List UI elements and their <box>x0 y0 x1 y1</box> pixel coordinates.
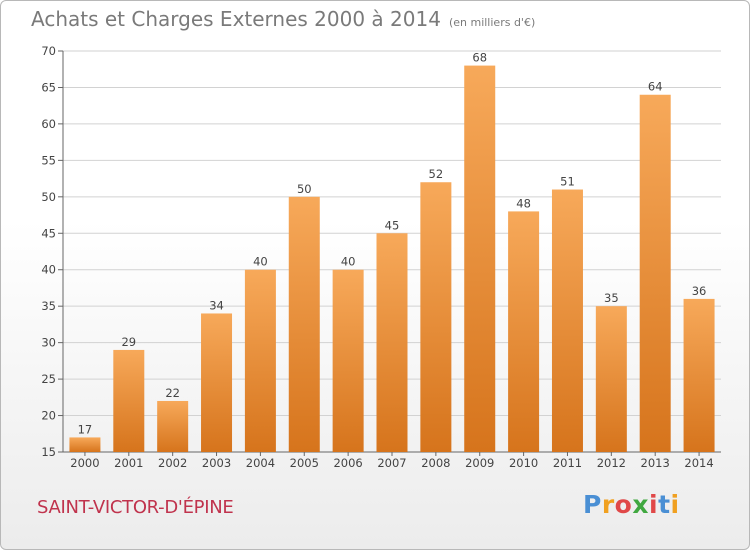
y-tick-label: 15 <box>41 445 56 459</box>
value-label-2014: 36 <box>692 284 707 298</box>
bar-2011 <box>551 189 583 452</box>
value-label-2002: 22 <box>165 386 180 400</box>
commune-name: SAINT-VICTOR-D'ÉPINE <box>37 497 234 518</box>
chart-title-block: Achats et Charges Externes 2000 à 2014 (e… <box>31 7 535 31</box>
x-tick-label-2005: 2005 <box>290 456 319 470</box>
y-tick-label: 30 <box>41 336 56 350</box>
value-label-2003: 34 <box>209 298 224 312</box>
value-label-2013: 64 <box>648 80 663 94</box>
bar-2014 <box>683 298 715 452</box>
value-label-2010: 48 <box>516 196 531 210</box>
logo-letter: r <box>601 490 615 519</box>
bar-2010 <box>508 211 540 452</box>
bar-2002 <box>157 400 189 452</box>
y-tick-label: 60 <box>41 117 56 131</box>
x-tick-label-2008: 2008 <box>421 456 450 470</box>
logo-letter: x <box>632 490 649 519</box>
bar-2006 <box>332 269 364 452</box>
bar-2004 <box>244 269 276 452</box>
y-tick-label: 55 <box>41 153 56 167</box>
y-tick-label: 20 <box>41 409 56 423</box>
value-label-2005: 50 <box>297 182 312 196</box>
bar-2001 <box>113 349 145 452</box>
value-label-2008: 52 <box>429 167 444 181</box>
value-label-2011: 51 <box>560 175 575 189</box>
y-tick-label: 50 <box>41 190 56 204</box>
bar-2012 <box>595 306 627 452</box>
x-tick-label-2006: 2006 <box>333 456 362 470</box>
y-tick-label: 70 <box>41 44 56 58</box>
logo-letter: i <box>670 490 680 519</box>
x-tick-label-2011: 2011 <box>553 456 582 470</box>
value-label-2006: 40 <box>341 255 356 269</box>
logo-letter: o <box>614 490 633 519</box>
y-tick-label: 35 <box>41 299 56 313</box>
x-tick-label-2014: 2014 <box>684 456 713 470</box>
value-label-2000: 17 <box>78 422 93 436</box>
logo-letter: t <box>658 490 671 519</box>
chart-title: Achats et Charges Externes 2000 à 2014 <box>31 7 441 31</box>
logo-letter: i <box>649 490 659 519</box>
x-tick-label-2004: 2004 <box>246 456 275 470</box>
value-label-2004: 40 <box>253 255 268 269</box>
value-label-2007: 45 <box>385 218 400 232</box>
x-tick-label-2003: 2003 <box>202 456 231 470</box>
x-tick-label-2009: 2009 <box>465 456 494 470</box>
x-tick-label-2001: 2001 <box>114 456 143 470</box>
bar-2009 <box>464 65 496 452</box>
x-tick-label-2007: 2007 <box>377 456 406 470</box>
x-tick-label-2013: 2013 <box>641 456 670 470</box>
value-label-2012: 35 <box>604 291 619 305</box>
y-tick-label: 65 <box>41 80 56 94</box>
x-tick-label-2012: 2012 <box>597 456 626 470</box>
chart-subtitle: (en milliers d'€) <box>448 16 536 29</box>
x-tick-label-2010: 2010 <box>509 456 538 470</box>
bar-2000 <box>69 437 101 452</box>
value-label-2001: 29 <box>121 335 136 349</box>
y-tick-label: 25 <box>41 372 56 386</box>
bar-2003 <box>201 313 233 452</box>
y-tick-label: 45 <box>41 226 56 240</box>
x-tick-label-2002: 2002 <box>158 456 187 470</box>
bar-2013 <box>639 94 671 452</box>
bar-2007 <box>376 233 408 452</box>
x-tick-label-2000: 2000 <box>70 456 99 470</box>
bar-2008 <box>420 182 452 452</box>
proxiti-logo: Proxiti <box>583 490 680 519</box>
logo-letter: P <box>583 490 602 519</box>
y-tick-label: 40 <box>41 263 56 277</box>
value-label-2009: 68 <box>472 51 487 65</box>
bar-2005 <box>288 196 320 452</box>
